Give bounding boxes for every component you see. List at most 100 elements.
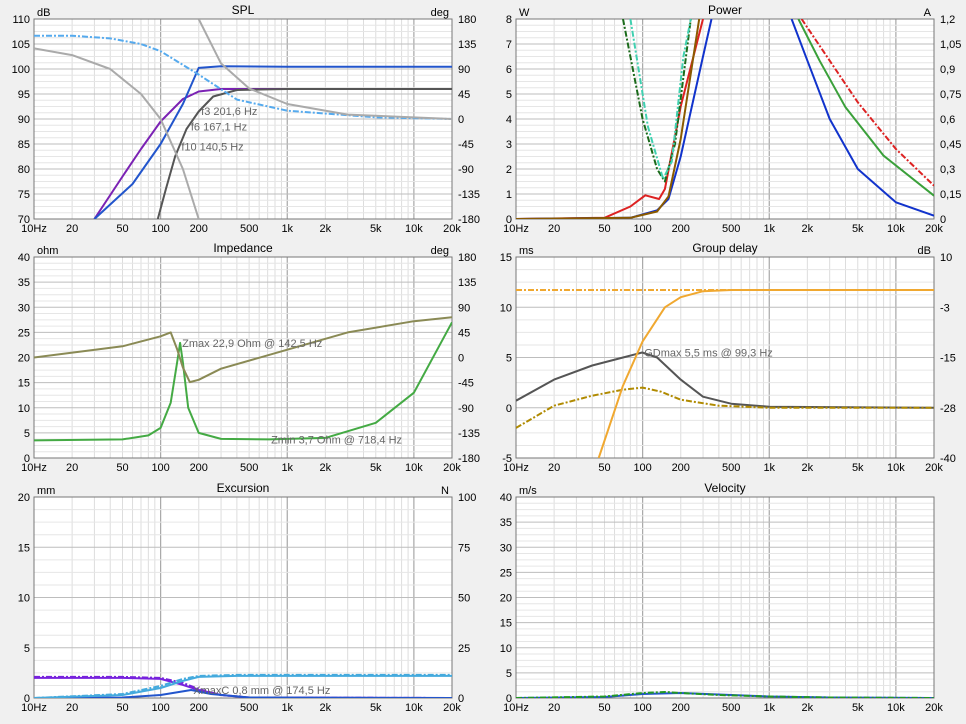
x-tick-label: 5k bbox=[852, 223, 864, 235]
y-tick-label-right: 0,45 bbox=[940, 139, 961, 151]
x-tick-label: 20k bbox=[443, 223, 461, 235]
y-axis-unit-left: m/s bbox=[519, 485, 537, 497]
series-line-3 bbox=[516, 19, 701, 219]
chart-title: Power bbox=[708, 3, 742, 17]
x-tick-label: 1k bbox=[763, 462, 775, 474]
x-tick-label: 200 bbox=[672, 462, 690, 474]
y-tick-label-right: 45 bbox=[458, 89, 470, 101]
y-tick-label-right: -90 bbox=[458, 403, 474, 415]
y-tick-label-right: -45 bbox=[458, 378, 474, 390]
y-axis-unit-right: deg bbox=[431, 7, 449, 19]
y-tick-label-right: -135 bbox=[458, 189, 480, 201]
series-line-3 bbox=[93, 65, 452, 219]
y-tick-label-left: -5 bbox=[502, 453, 512, 465]
x-tick-label: 5k bbox=[370, 223, 382, 235]
x-tick-label: 100 bbox=[633, 702, 651, 714]
y-tick-label-left: 70 bbox=[18, 214, 30, 226]
chart-title: Impedance bbox=[213, 241, 273, 255]
x-tick-label: 20k bbox=[925, 702, 943, 714]
x-tick-label: 5k bbox=[370, 702, 382, 714]
x-tick-label: 200 bbox=[672, 702, 690, 714]
y-tick-label-right: 10 bbox=[940, 252, 952, 264]
x-tick-label: 10k bbox=[887, 223, 905, 235]
x-tick-label: 10k bbox=[405, 702, 423, 714]
y-tick-label-left: 10 bbox=[500, 302, 512, 314]
y-tick-label-right: 0 bbox=[940, 214, 946, 226]
series-group bbox=[34, 673, 452, 698]
x-tick-label: 200 bbox=[190, 462, 208, 474]
x-tick-label: 10Hz bbox=[503, 462, 529, 474]
x-tick-label: 50 bbox=[116, 702, 128, 714]
y-axis-unit-right: deg bbox=[431, 245, 449, 257]
x-tick-label: 200 bbox=[190, 223, 208, 235]
y-tick-label-right: 90 bbox=[458, 302, 470, 314]
y-tick-label-right: 0 bbox=[458, 693, 464, 705]
y-tick-label-left: 2 bbox=[506, 164, 512, 176]
y-tick-label-left: 20 bbox=[18, 492, 30, 504]
annotation-label: Zmax 22,9 Ohm @ 142,5 Hz bbox=[182, 338, 322, 350]
annotation-label: f6 167,1 Hz bbox=[191, 122, 247, 134]
x-tick-label: 10Hz bbox=[21, 223, 47, 235]
grid bbox=[516, 496, 934, 699]
series-line-1 bbox=[516, 351, 934, 409]
y-tick-label-right: 180 bbox=[458, 14, 476, 26]
x-tick-label: 1k bbox=[281, 702, 293, 714]
series-line-6 bbox=[790, 19, 934, 217]
series-line-2 bbox=[156, 88, 452, 219]
y-tick-label-right: 180 bbox=[458, 252, 476, 264]
y-tick-label-right: -3 bbox=[940, 302, 950, 314]
series-group bbox=[34, 19, 452, 219]
annotation-label: f10 140,5 Hz bbox=[181, 142, 243, 154]
plot-frame bbox=[515, 496, 935, 699]
series-group bbox=[34, 316, 452, 442]
x-tick-label: 2k bbox=[320, 462, 332, 474]
x-tick-label: 20 bbox=[66, 462, 78, 474]
y-tick-label-left: 40 bbox=[500, 492, 512, 504]
y-tick-label-right: 0 bbox=[458, 114, 464, 126]
y-tick-label-left: 5 bbox=[506, 89, 512, 101]
y-tick-label-left: 0 bbox=[506, 693, 512, 705]
y-tick-label-left: 105 bbox=[12, 39, 30, 51]
y-tick-label-left: 0 bbox=[506, 403, 512, 415]
x-tick-label: 20 bbox=[66, 702, 78, 714]
x-tick-label: 2k bbox=[802, 223, 814, 235]
x-tick-label: 20k bbox=[443, 702, 461, 714]
y-tick-label-right: 1,2 bbox=[940, 14, 955, 26]
y-tick-label-left: 95 bbox=[18, 89, 30, 101]
x-tick-label: 200 bbox=[190, 702, 208, 714]
x-tick-label: 2k bbox=[320, 702, 332, 714]
y-tick-label-left: 10 bbox=[18, 403, 30, 415]
y-axis-unit-left: mm bbox=[37, 485, 55, 497]
y-tick-label-left: 80 bbox=[18, 164, 30, 176]
x-tick-label: 500 bbox=[722, 223, 740, 235]
y-axis-unit-left: dB bbox=[37, 7, 50, 19]
series-line-4 bbox=[622, 19, 692, 183]
y-tick-label-left: 0 bbox=[506, 214, 512, 226]
chart-spl: SPL dB deg 110 105 100 95 90 85 80 75 70 180 135 90 45 0… bbox=[12, 3, 480, 235]
y-tick-label-right: 0,3 bbox=[940, 164, 955, 176]
y-axis-unit-right: dB bbox=[918, 245, 931, 257]
y-tick-label-right: 90 bbox=[458, 64, 470, 76]
y-tick-label-right: 135 bbox=[458, 39, 476, 51]
grid bbox=[34, 256, 452, 459]
y-tick-label-right: -40 bbox=[940, 453, 956, 465]
x-tick-label: 50 bbox=[598, 702, 610, 714]
y-tick-label-right: 0,15 bbox=[940, 189, 961, 201]
y-tick-label-right: -90 bbox=[458, 164, 474, 176]
x-tick-label: 5k bbox=[852, 702, 864, 714]
y-tick-label-left: 8 bbox=[506, 14, 512, 26]
x-tick-label: 1k bbox=[281, 462, 293, 474]
y-tick-label-left: 3 bbox=[506, 139, 512, 151]
y-tick-label-left: 90 bbox=[18, 114, 30, 126]
y-tick-label-left: 4 bbox=[506, 114, 512, 126]
annotation-label: GDmax 5,5 ms @ 99,3 Hz bbox=[644, 347, 773, 359]
series-line-2 bbox=[516, 386, 934, 429]
y-tick-label-left: 0 bbox=[24, 693, 30, 705]
x-tick-label: 20k bbox=[925, 462, 943, 474]
x-tick-label: 5k bbox=[852, 462, 864, 474]
series-line-2 bbox=[34, 316, 452, 384]
y-tick-label-left: 1 bbox=[506, 189, 512, 201]
